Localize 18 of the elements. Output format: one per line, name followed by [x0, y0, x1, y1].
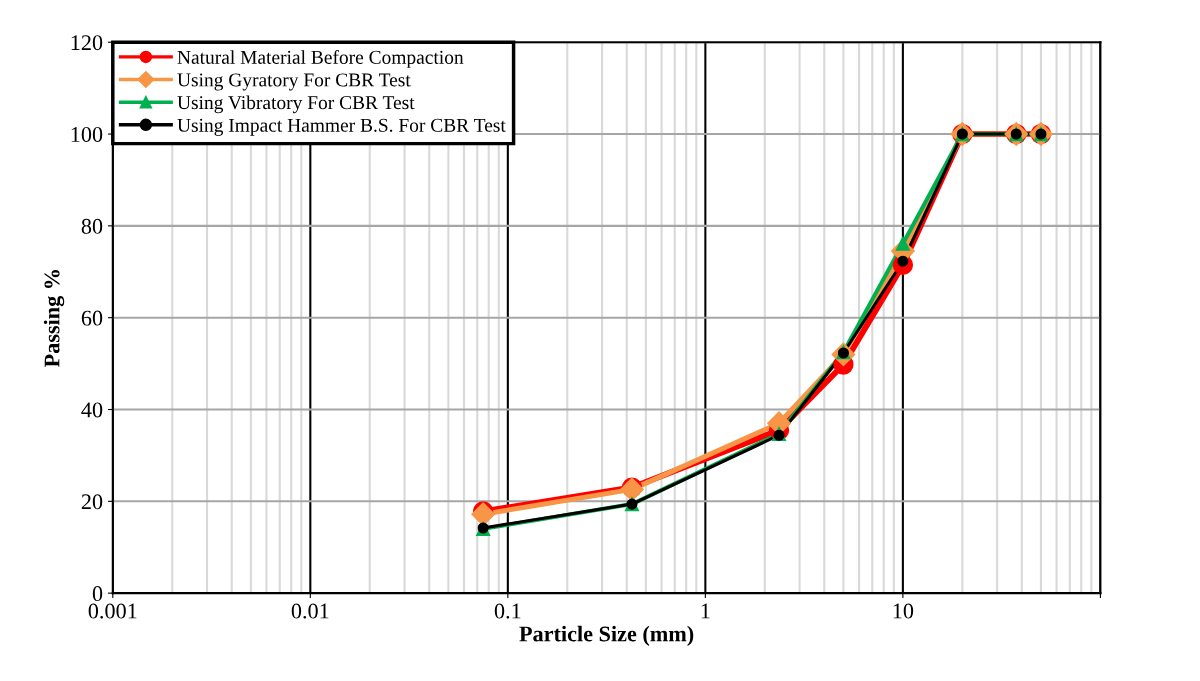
- y-tick-label: 40: [81, 402, 103, 418]
- legend-label: Using Impact Hammer B.S. For CBR Test: [177, 118, 506, 136]
- y-tick-label: 80: [81, 218, 103, 234]
- y-tick-label: 20: [81, 494, 103, 510]
- y-tick-label: 0: [92, 586, 103, 602]
- legend-label: Using Gyratory For CBR Test: [177, 73, 411, 91]
- x-tick-label: 10: [893, 603, 914, 619]
- y-tick-label: 100: [71, 126, 103, 142]
- x-tick-label: 0.001: [88, 603, 137, 619]
- x-tick-label: 0.01: [291, 603, 329, 619]
- x-tick-label: 1: [701, 603, 710, 619]
- y-tick-label: 120: [71, 35, 103, 51]
- x-axis-title: Particle Size (mm): [519, 625, 694, 646]
- legend-label: Natural Material Before Compaction: [177, 50, 464, 68]
- x-tick-label: 0.1: [494, 603, 521, 619]
- y-axis-title: Passing %: [43, 270, 65, 368]
- legend-label: Using Vibratory For CBR Test: [177, 95, 415, 114]
- y-tick-label: 60: [81, 310, 103, 326]
